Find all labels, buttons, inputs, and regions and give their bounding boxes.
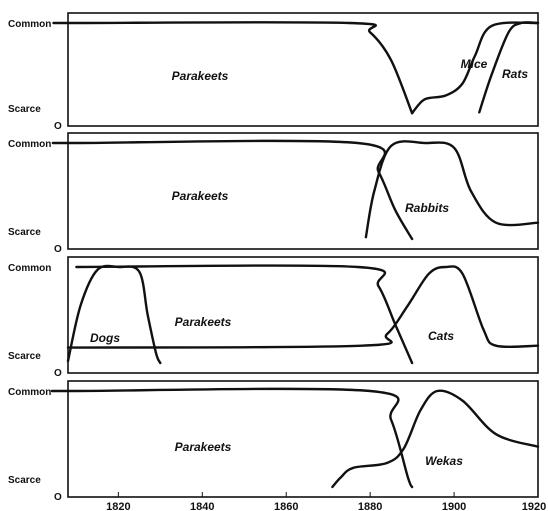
series-line-dogs — [66, 264, 162, 365]
panel-2: Common Scarce O Parakeets Rabbits — [8, 132, 540, 255]
series-label-parakeets: Parakeets — [175, 315, 232, 329]
panel-frame — [67, 12, 539, 127]
series-line-parakeets — [52, 21, 414, 115]
series-line-mice — [410, 21, 540, 115]
y-label-common: Common — [8, 263, 51, 274]
series-line-cats — [75, 264, 414, 365]
series-line-rats — [478, 21, 540, 114]
panel-1: Common Scarce O Parakeets Mice Rats — [8, 12, 540, 132]
y-label-common: Common — [8, 387, 51, 398]
series-line-parakeets — [66, 265, 540, 349]
series-line-wekas — [331, 389, 540, 489]
y-label-scarce: Scarce — [8, 475, 41, 486]
series-line-rabbits — [364, 140, 540, 239]
x-tick-label: 1900 — [442, 501, 466, 511]
panel-frame — [67, 380, 539, 498]
y-label-common: Common — [8, 19, 51, 30]
x-tick-label: 1880 — [358, 501, 382, 511]
x-tick-label: 1920 — [522, 501, 546, 511]
y-label-common: Common — [8, 139, 51, 150]
panel-3: Common Scarce O Parakeets Cats Dogs — [8, 256, 540, 379]
series-label-parakeets: Parakeets — [172, 189, 229, 203]
y-label-zero: O — [54, 244, 62, 255]
x-tick-label: 1860 — [274, 501, 298, 511]
y-label-zero: O — [54, 121, 62, 132]
series-label-mice: Mice — [461, 57, 488, 71]
series-label-cats: Cats — [428, 329, 454, 343]
panel-frame — [67, 256, 539, 374]
y-label-scarce: Scarce — [8, 104, 41, 115]
series-label-rats: Rats — [502, 67, 528, 81]
x-tick-label: 1820 — [106, 501, 130, 511]
y-label-zero: O — [54, 492, 62, 503]
series-label-parakeets: Parakeets — [172, 69, 229, 83]
panel-4: Common Scarce O Parakeets Wekas — [8, 380, 540, 503]
series-line-parakeets — [51, 139, 414, 241]
panel-frame — [67, 132, 539, 250]
series-line-parakeets — [50, 387, 414, 489]
series-label-wekas: Wekas — [425, 454, 463, 468]
y-label-scarce: Scarce — [8, 351, 41, 362]
y-label-scarce: Scarce — [8, 227, 41, 238]
series-label-parakeets: Parakeets — [175, 440, 232, 454]
x-tick-label: 1840 — [190, 501, 214, 511]
series-label-rabbits: Rabbits — [405, 201, 449, 215]
y-label-zero: O — [54, 368, 62, 379]
series-label-dogs: Dogs — [90, 331, 120, 345]
